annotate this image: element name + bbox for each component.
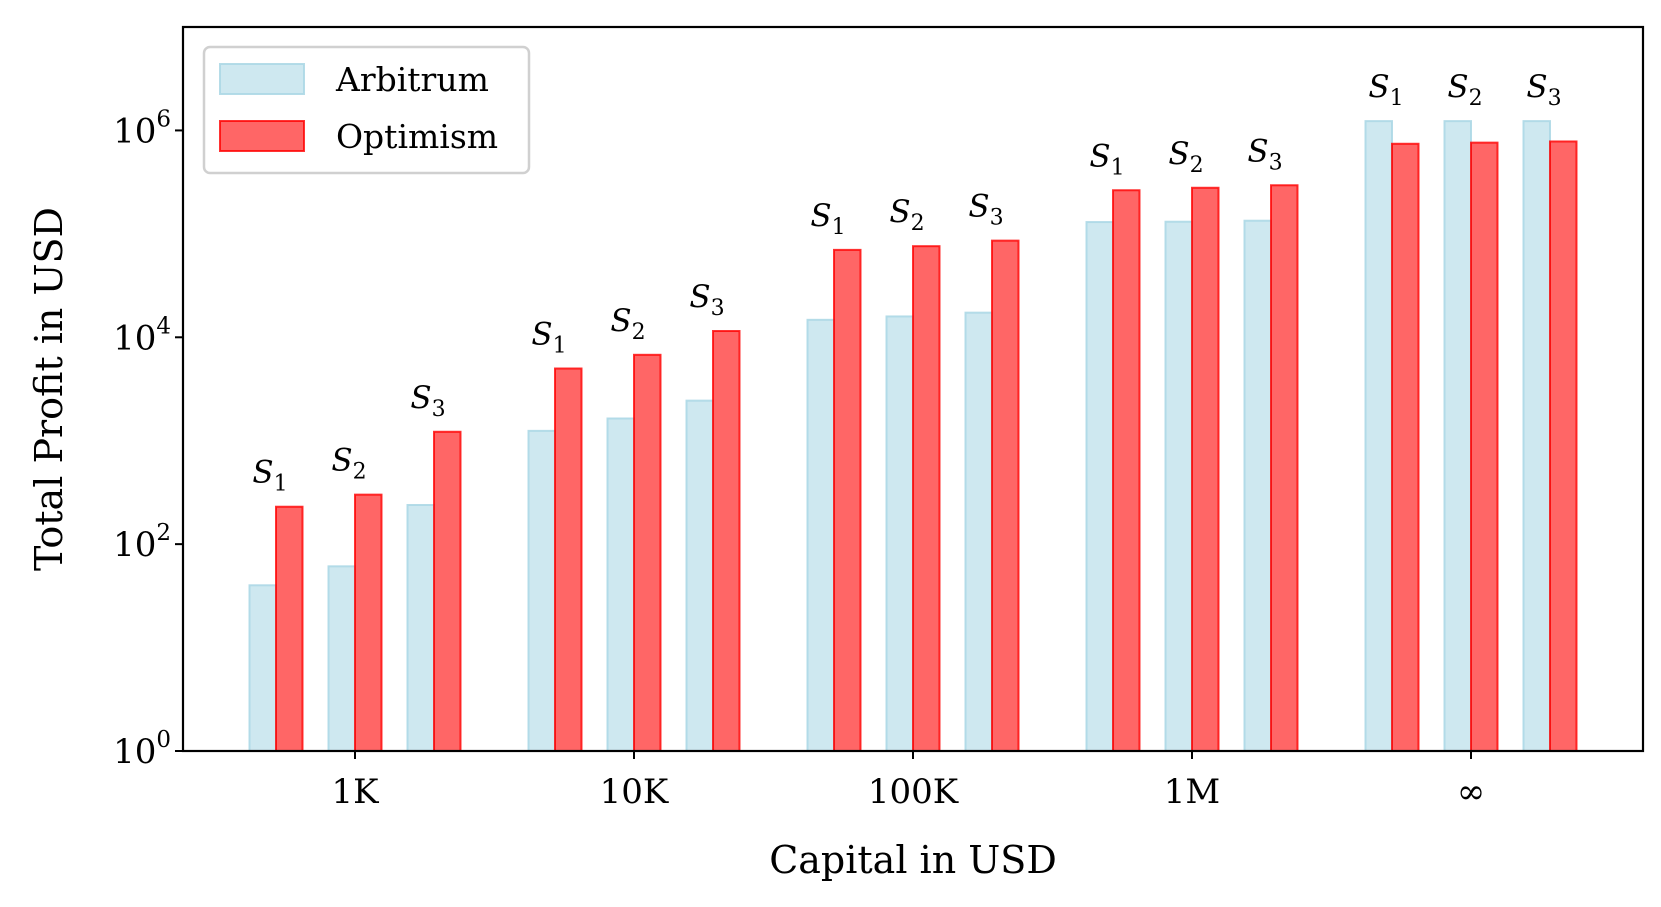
legend-swatch-optimism — [219, 120, 305, 152]
x-tick-label: 1K — [331, 772, 379, 812]
strategy-label: S2 — [610, 303, 645, 345]
strategy-label: S1 — [1368, 69, 1403, 111]
y-tick-label: 100 — [113, 727, 171, 772]
y-tick-label: 104 — [113, 313, 171, 358]
strategy-label: S3 — [1526, 69, 1561, 111]
strategy-label: S3 — [968, 189, 1003, 231]
bar-arbitrum-0-s1 — [248, 584, 277, 752]
strategy-label: S3 — [1247, 133, 1282, 175]
strategy-label: S3 — [410, 380, 445, 422]
bar-optimism-0-s1 — [275, 505, 304, 752]
bars-group — [248, 120, 1578, 753]
bar-arbitrum-1-s1 — [527, 429, 556, 752]
legend: Arbitrum Optimism — [202, 45, 531, 175]
bar-optimism-0-s2 — [354, 493, 383, 752]
bar-optimism-3-s3 — [1270, 184, 1299, 753]
legend-label-arbitrum: Arbitrum — [335, 60, 489, 99]
bar-arbitrum-2-s2 — [885, 315, 914, 752]
strategy-label: S2 — [1168, 136, 1203, 178]
x-axis-ticks: 1K 10K 100K 1M ∞ — [331, 751, 1485, 812]
bar-optimism-1-s1 — [554, 367, 583, 752]
bar-optimism-4-s3 — [1549, 140, 1578, 752]
bar-arbitrum-2-s3 — [964, 311, 993, 752]
strategy-label: S2 — [1447, 69, 1482, 111]
y-axis-label: Total Profit in USD — [27, 207, 71, 571]
bar-optimism-3-s1 — [1112, 189, 1141, 753]
bar-arbitrum-1-s3 — [685, 399, 714, 752]
bar-optimism-1-s3 — [712, 330, 741, 752]
x-tick-label: 10K — [600, 772, 669, 812]
strategy-label: S1 — [1089, 138, 1124, 180]
strategy-label: S2 — [889, 194, 924, 236]
plot-frame — [181, 25, 1645, 753]
bar-arbitrum-1-s2 — [606, 417, 635, 752]
strategy-label: S1 — [531, 317, 566, 359]
bar-arbitrum-0-s3 — [406, 504, 435, 752]
bar-optimism-2-s3 — [991, 239, 1020, 753]
bar-arbitrum-4-s1 — [1364, 120, 1393, 752]
y-tick-label: 102 — [113, 520, 171, 565]
bar-optimism-1-s2 — [633, 353, 662, 752]
strategy-label: S1 — [252, 455, 287, 497]
bar-arbitrum-4-s3 — [1522, 120, 1551, 752]
bar-arbitrum-3-s1 — [1085, 221, 1114, 752]
strategy-label: S3 — [689, 279, 724, 321]
bar-arbitrum-0-s2 — [327, 565, 356, 752]
y-axis-ticks: 100 102 104 106 — [113, 106, 183, 772]
strategy-label: S2 — [331, 443, 366, 485]
bar-optimism-0-s3 — [433, 430, 462, 752]
bar-arbitrum-3-s3 — [1243, 219, 1272, 752]
bar-optimism-4-s1 — [1391, 142, 1420, 752]
x-tick-label: 1M — [1164, 772, 1220, 812]
bar-optimism-4-s2 — [1470, 141, 1499, 752]
legend-swatch-arbitrum — [219, 63, 305, 95]
bar-optimism-3-s2 — [1191, 186, 1220, 753]
y-tick-label: 106 — [113, 106, 171, 151]
x-axis-label: Capital in USD — [769, 838, 1057, 882]
legend-label-optimism: Optimism — [336, 117, 498, 156]
bar-arbitrum-2-s1 — [806, 318, 835, 752]
bar-arbitrum-4-s2 — [1443, 120, 1472, 752]
bar-optimism-2-s2 — [912, 245, 941, 752]
bar-arbitrum-3-s2 — [1164, 220, 1193, 752]
strategy-labels: S1 S2 S3 S1 S2 S3 S1 S2 S3 S1 S2 S3 S1 S2 S3 — [252, 69, 1561, 497]
strategy-label: S1 — [810, 198, 845, 240]
x-tick-label: 100K — [868, 772, 959, 812]
x-tick-label: ∞ — [1457, 772, 1485, 812]
bar-optimism-2-s1 — [833, 248, 862, 753]
